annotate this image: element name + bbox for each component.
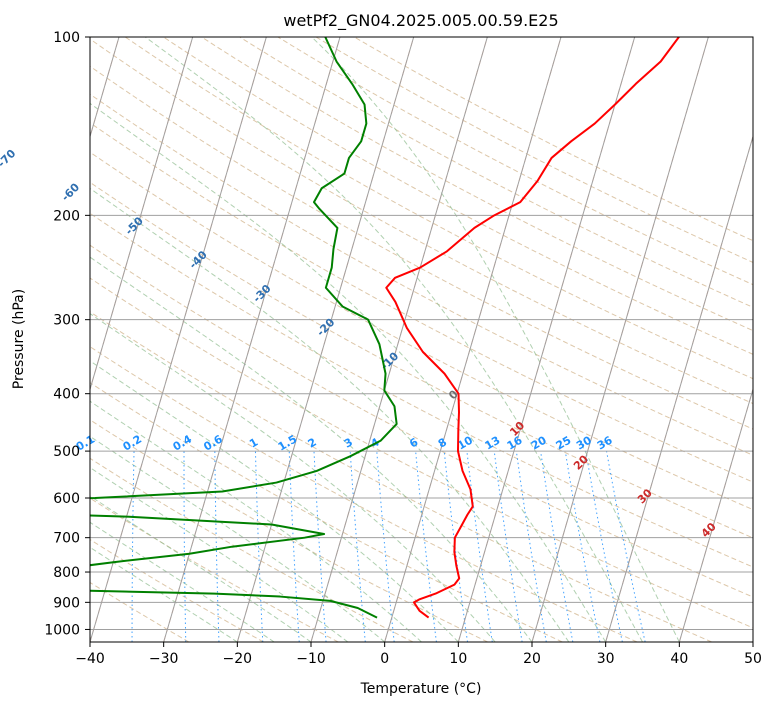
profile-series: [90, 37, 680, 619]
dry-adiabat: [124, 37, 753, 380]
x-tick-label: 40: [670, 651, 688, 667]
y-tick-label: 600: [53, 491, 80, 507]
x-tick-label: 50: [744, 651, 762, 667]
moist-adiabat: [311, 37, 680, 642]
plot-background: [90, 37, 753, 642]
y-tick-label: 900: [53, 595, 80, 611]
isotherm-label: -70: [0, 147, 19, 170]
y-tick-label: 700: [53, 531, 80, 547]
skew-grid-line: [310, 37, 488, 642]
x-tick-label: 30: [597, 651, 615, 667]
moist-adiabat: [90, 435, 385, 642]
mixing-ratio-line: [466, 451, 493, 642]
dry-adiabat: [239, 37, 753, 308]
moist-adiabat: [90, 256, 533, 642]
y-tick-label: 400: [53, 387, 80, 403]
y-tick-label: 200: [53, 208, 80, 224]
mixing-ratio-line: [254, 451, 264, 642]
mixing-ratio-line: [415, 451, 437, 642]
y-tick-label: 1000: [44, 622, 80, 638]
dry-adiabat: [90, 457, 414, 642]
dry-adiabat: [90, 181, 753, 539]
skew-grid-line: [163, 37, 341, 642]
dry-adiabat: [90, 122, 753, 483]
y-axis: 100 200 300 400 500 600 700 800 900 1000: [44, 30, 90, 638]
moist-adiabat: [90, 466, 349, 642]
dry-adiabat: [90, 65, 753, 430]
x-tick-label: −20: [223, 651, 253, 667]
y-tick-label: 500: [53, 444, 80, 460]
dry-adiabat: [277, 37, 753, 286]
skew-grid-line: [90, 37, 194, 392]
isotherm-label: -60: [59, 180, 82, 203]
mixing-ratio-line: [288, 451, 300, 642]
mixing-ratio-line: [214, 451, 220, 642]
skew-grid-line: [531, 37, 709, 642]
x-tick-label: 10: [449, 651, 467, 667]
dry-adiabat: [90, 244, 753, 598]
skew-grid-line: [236, 37, 415, 642]
moist-adiabat: [90, 400, 422, 642]
dry-adiabat: [353, 37, 753, 242]
x-tick-label: −10: [296, 651, 326, 667]
skew-grid-line: [457, 37, 636, 642]
x-tick-label: −40: [75, 651, 105, 667]
mixing-ratio-line: [131, 451, 135, 642]
chart-title: wetPf2_GN04.2025.005.00.59.E25: [283, 11, 558, 31]
dry-adiabat: [90, 382, 563, 642]
dry-adiabat: [90, 419, 488, 642]
mixing-ratio-line: [443, 451, 469, 642]
moist-adiabat: [90, 313, 496, 642]
mixing-ratio-line: [82, 451, 87, 642]
mixing-ratio-line: [585, 451, 623, 642]
moist-adiabat: [90, 360, 459, 642]
x-axis: −40 −30 −20 −10 0 10 20 30 40 50: [75, 642, 762, 667]
mixing-ratio-line: [540, 451, 574, 642]
dewpoint-line: [90, 37, 398, 619]
dry-adiabat: [90, 311, 712, 642]
skew-grid-line: [384, 37, 562, 642]
dry-adiabat: [90, 277, 753, 629]
moist-adiabat: [90, 521, 275, 642]
grid: [90, 37, 753, 642]
dry-adiabat: [90, 93, 753, 456]
isotherm-line: [752, 640, 753, 642]
moist-adiabat: [90, 102, 607, 642]
y-axis-label: Pressure (hPa): [11, 289, 27, 389]
mixing-ratio-line: [376, 451, 395, 642]
x-tick-label: −30: [149, 651, 179, 667]
moist-adiabat: [144, 37, 643, 642]
skew-grid-line: [752, 640, 753, 642]
x-tick-label: 0: [380, 651, 389, 667]
mixing-ratio-lines: [82, 451, 646, 642]
y-tick-label: 800: [53, 565, 80, 581]
mixing-ratio-line: [183, 451, 187, 642]
x-axis-label: Temperature (°C): [360, 681, 482, 697]
x-tick-label: 20: [523, 651, 541, 667]
moist-adiabat: [90, 187, 570, 642]
dry-adiabats: [90, 37, 753, 642]
y-tick-label: 100: [53, 30, 80, 46]
skew-grid-line: [90, 37, 267, 642]
mixing-ratio-line: [564, 451, 601, 642]
dry-adiabat: [163, 37, 753, 355]
plot-frame: [89, 36, 754, 643]
temperature-line: [385, 37, 680, 619]
skew-grid-line: [678, 387, 753, 642]
dry-adiabat: [90, 38, 753, 405]
mixing-ratio-line: [606, 451, 646, 642]
mixing-ratio-line: [313, 451, 327, 642]
mixing-ratio-line: [493, 451, 523, 642]
dry-adiabat: [90, 346, 638, 642]
y-tick-label: 300: [53, 313, 80, 329]
